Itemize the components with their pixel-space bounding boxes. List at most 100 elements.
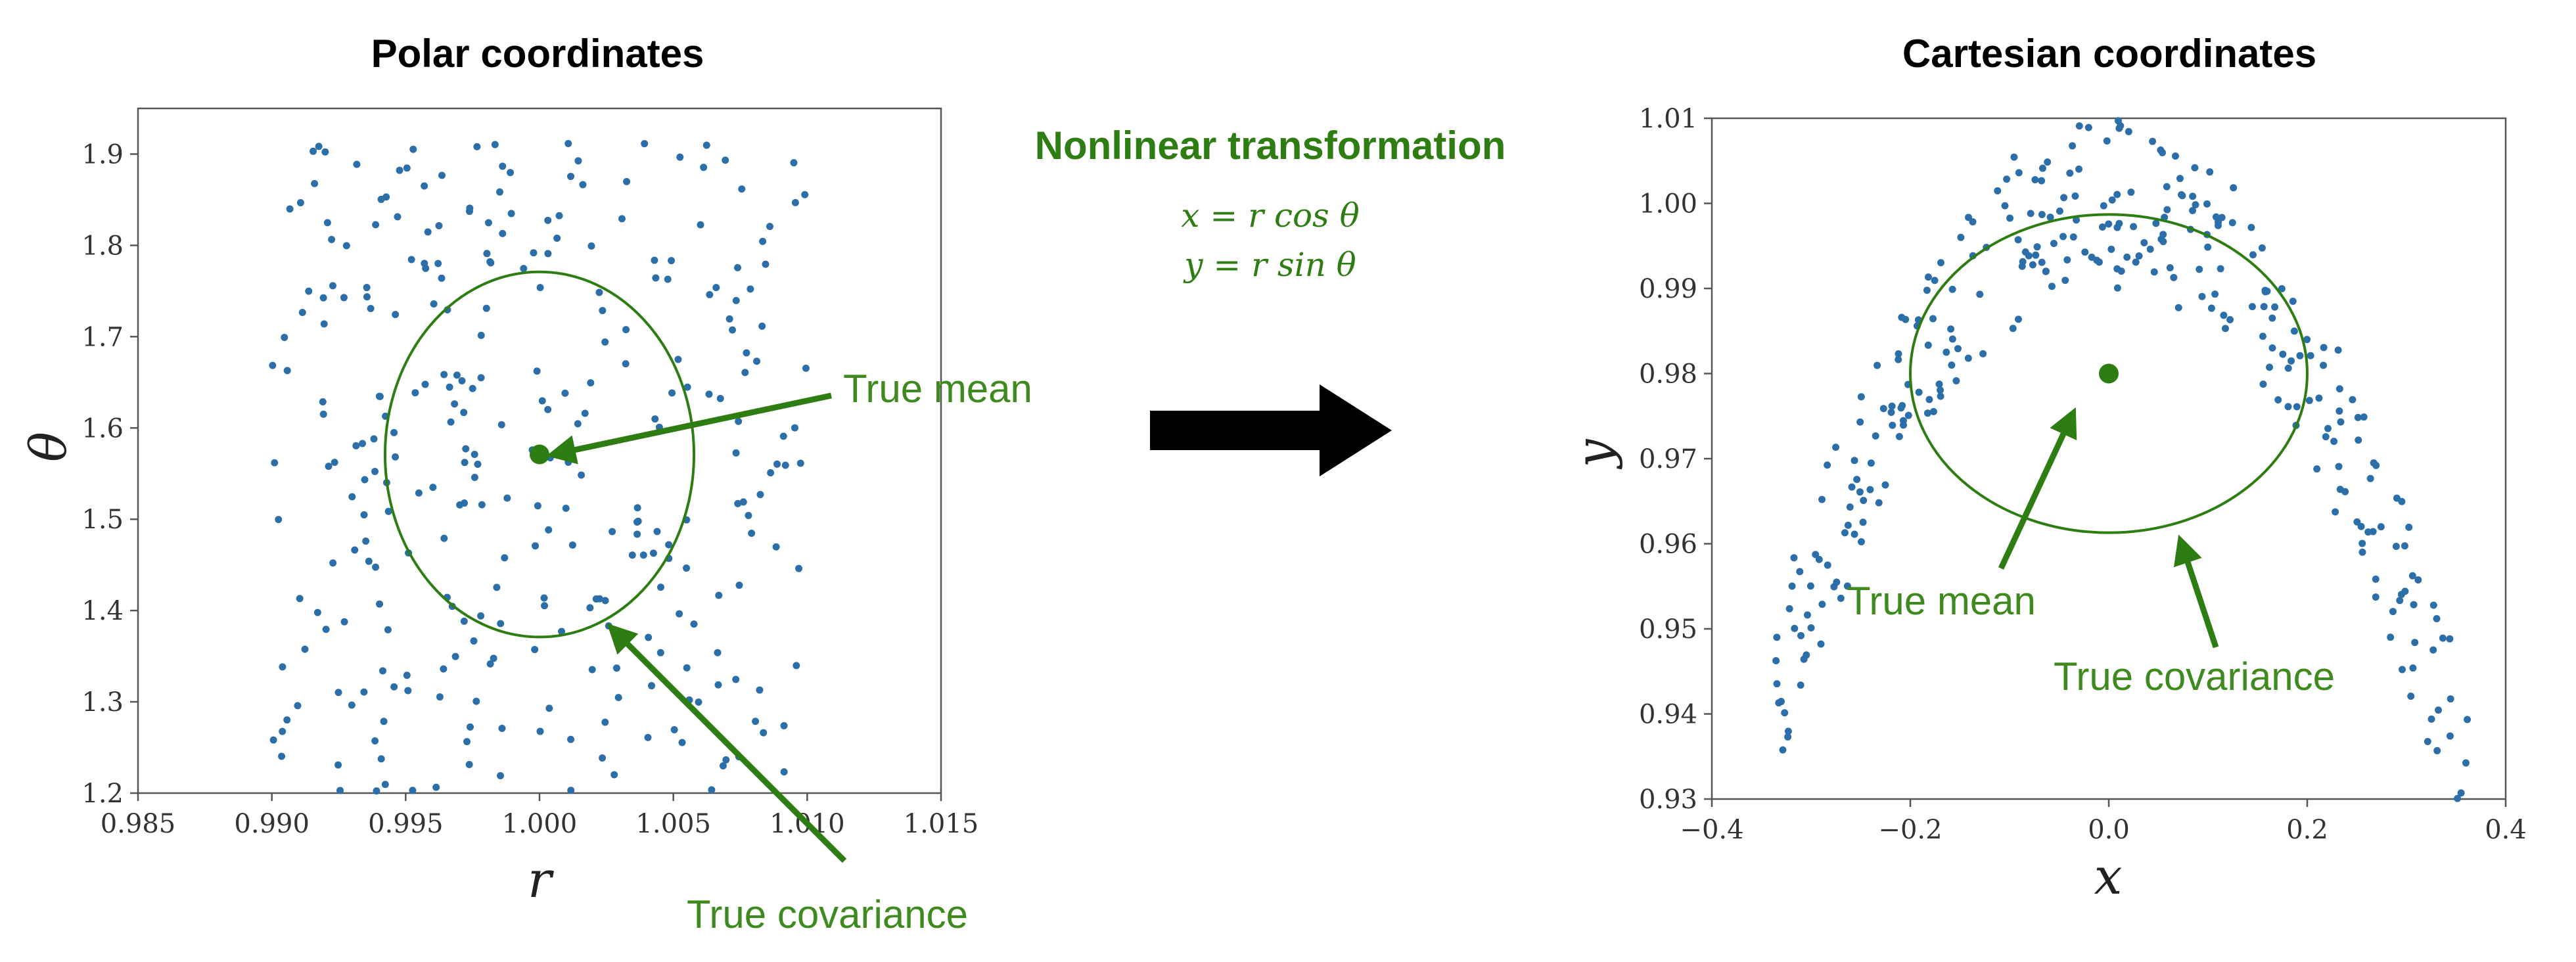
cartesian-point <box>2009 325 2017 332</box>
polar-point <box>415 489 423 497</box>
cartesian-point <box>2217 265 2224 273</box>
polar-point <box>301 645 309 653</box>
polar-point <box>649 549 657 557</box>
polar-point <box>772 543 780 551</box>
polar-point <box>670 726 678 734</box>
cartesian-point <box>2429 646 2437 654</box>
cartesian-point <box>1923 286 1931 294</box>
polar-point <box>269 736 277 744</box>
cartesian-point <box>1784 733 1792 741</box>
cartesian-point <box>2163 206 2171 214</box>
cartesian-point <box>2113 191 2121 198</box>
cartesian-point <box>2447 695 2454 703</box>
cartesian-point <box>2084 124 2092 131</box>
cartesian-mean-label: True mean <box>1847 579 2036 623</box>
polar-point <box>331 459 338 467</box>
cartesian-point <box>2355 436 2362 444</box>
polar-point <box>579 181 587 189</box>
cartesian-x-ticks: −0.4 −0.2 0.0 0.2 0.4 <box>1680 799 2527 845</box>
cartesian-point <box>1929 407 1937 415</box>
polar-x-tick-label: 0.990 <box>234 809 310 839</box>
cartesian-point <box>1923 409 1931 417</box>
cartesian-point <box>2358 539 2366 547</box>
cartesian-point <box>2146 245 2154 253</box>
cartesian-point <box>1773 680 1781 688</box>
cartesian-point <box>2247 223 2255 231</box>
polar-point <box>536 284 544 292</box>
polar-point <box>665 541 673 549</box>
polar-point <box>610 771 618 779</box>
polar-point <box>363 293 371 301</box>
polar-point <box>360 511 368 518</box>
polar-point <box>390 428 398 436</box>
polar-point <box>421 380 429 388</box>
cartesian-chart: Cartesian coordinates −0.4 −0.2 0.0 0.2 0.4 … <box>1565 32 2527 905</box>
polar-point <box>702 141 710 149</box>
polar-point <box>533 367 541 375</box>
polar-point <box>404 687 412 695</box>
polar-point <box>319 410 327 418</box>
polar-point <box>471 451 478 459</box>
cartesian-point <box>2113 284 2121 292</box>
cartesian-point <box>2320 344 2328 352</box>
polar-point <box>438 172 446 179</box>
polar-x-tick-label: 0.985 <box>101 809 176 839</box>
polar-point <box>668 389 676 397</box>
cartesian-point <box>1800 655 1808 663</box>
polar-point <box>732 449 740 457</box>
cartesian-point <box>2248 303 2256 311</box>
cartesian-point <box>1791 624 1799 632</box>
cartesian-point <box>2042 267 2050 275</box>
cartesian-point <box>2401 587 2409 595</box>
cartesian-point <box>2189 206 2197 214</box>
cartesian-point <box>2029 261 2036 269</box>
cartesian-point <box>2324 424 2332 432</box>
cartesian-point <box>1964 354 1972 362</box>
polar-point <box>541 602 549 610</box>
polar-point <box>697 221 704 229</box>
polar-point <box>376 600 384 608</box>
polar-point <box>375 392 383 400</box>
polar-point <box>351 546 359 554</box>
polar-point <box>753 357 761 365</box>
polar-point <box>706 290 714 298</box>
polar-covariance-label: True covariance <box>687 892 968 936</box>
polar-points <box>269 140 810 795</box>
polar-point <box>657 584 665 591</box>
cartesian-point <box>1806 582 1814 590</box>
cartesian-point <box>1775 699 1783 707</box>
polar-point <box>361 476 369 484</box>
polar-point <box>403 164 411 172</box>
cartesian-point <box>1818 495 1826 503</box>
polar-point <box>323 219 331 227</box>
polar-point <box>738 185 746 193</box>
cartesian-point <box>2130 223 2138 231</box>
cartesian-point <box>2220 311 2228 319</box>
cartesian-point <box>2059 233 2067 240</box>
cartesian-point <box>2150 268 2158 276</box>
cartesian-point <box>2271 303 2279 311</box>
cartesian-point <box>2038 258 2046 266</box>
cartesian-point <box>2358 548 2366 556</box>
polar-point <box>271 459 279 467</box>
polar-point <box>325 463 333 470</box>
polar-point <box>353 160 361 168</box>
cartesian-point <box>2335 385 2343 393</box>
polar-point <box>334 689 342 697</box>
polar-y-tick-label: 1.3 <box>81 687 124 718</box>
polar-point <box>377 195 385 203</box>
cartesian-point <box>2322 433 2330 441</box>
polar-point <box>482 304 490 312</box>
cartesian-point <box>1812 551 1820 559</box>
cartesian-point <box>2258 244 2266 252</box>
polar-point <box>544 250 552 258</box>
cartesian-point <box>2249 251 2257 259</box>
cartesian-point <box>2260 303 2268 311</box>
cartesian-point <box>2389 608 2397 616</box>
polar-point <box>618 215 626 223</box>
polar-point <box>384 626 392 633</box>
polar-point <box>628 551 636 559</box>
polar-point <box>298 309 306 317</box>
cartesian-point <box>2446 635 2454 643</box>
cartesian-point <box>1818 601 1826 608</box>
